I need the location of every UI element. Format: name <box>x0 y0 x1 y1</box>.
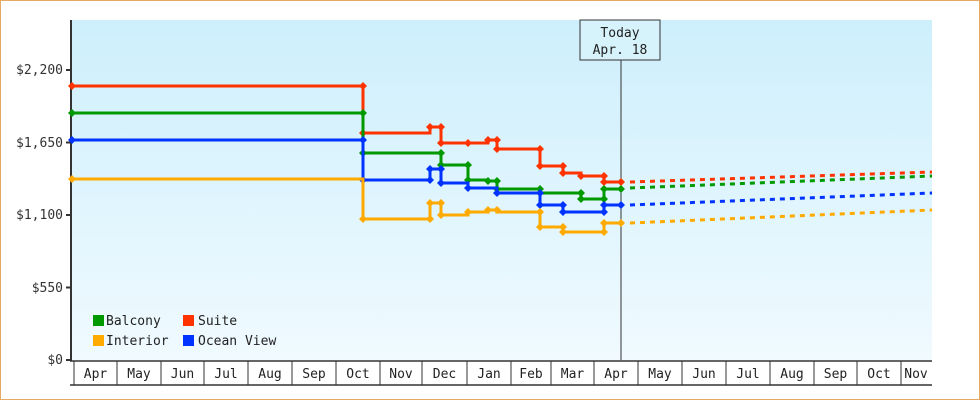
x-tick-label: Apr <box>84 367 108 382</box>
today-date: Apr. 18 <box>593 43 648 58</box>
x-tick-label: Nov <box>904 367 928 382</box>
legend-label: Interior <box>106 334 169 349</box>
x-tick-label: Jul <box>736 367 759 382</box>
legend-swatch-icon <box>93 335 104 346</box>
legend-swatch-icon <box>183 315 194 326</box>
x-tick-label: Jan <box>477 367 500 382</box>
y-tick-label: $1,100 <box>16 208 63 223</box>
y-axis-ticks: $0 $550 $1,100 $1,650 $2,200 <box>16 63 72 368</box>
legend-swatch-icon <box>93 315 104 326</box>
x-tick-label: Aug <box>780 367 803 382</box>
y-tick-label: $2,200 <box>16 63 63 78</box>
legend-label: Suite <box>198 314 237 329</box>
legend-item-balcony[interactable]: Balcony <box>93 314 161 329</box>
x-tick-label: Oct <box>346 367 369 382</box>
series-ocean-view <box>68 136 933 216</box>
x-tick-label: Aug <box>258 367 281 382</box>
legend-item-interior[interactable]: Interior <box>93 334 169 349</box>
x-tick-label: Jul <box>214 367 237 382</box>
legend-label: Ocean View <box>198 334 276 349</box>
series-suite <box>68 82 933 186</box>
x-tick-label: May <box>648 367 672 382</box>
x-tick-label: Apr <box>604 367 628 382</box>
y-tick-label: $1,650 <box>16 136 63 151</box>
today-marker: Today Apr. 18 <box>579 19 661 360</box>
legend-swatch-icon <box>183 335 194 346</box>
x-tick-label: Sep <box>302 367 326 382</box>
x-tick-label: Sep <box>824 367 848 382</box>
x-tick-label: Mar <box>561 367 585 382</box>
x-tick-label: Dec <box>433 367 456 382</box>
x-tick-label: Nov <box>389 367 413 382</box>
x-tick-label: May <box>127 367 151 382</box>
legend: Balcony Suite Interior Ocean View <box>93 314 276 349</box>
legend-item-suite[interactable]: Suite <box>183 314 237 329</box>
legend-label: Balcony <box>106 314 161 329</box>
y-tick-label: $550 <box>32 281 63 296</box>
x-tick-label: Oct <box>867 367 890 382</box>
x-tick-label: Jun <box>171 367 194 382</box>
x-tick-label: Jun <box>692 367 715 382</box>
legend-item-ocean-view[interactable]: Ocean View <box>183 334 276 349</box>
x-axis-months: Apr May Jun Jul Aug Sep Oct Nov Dec Jan … <box>70 360 932 386</box>
series-interior <box>68 175 933 236</box>
x-tick-label: Feb <box>519 367 543 382</box>
today-label: Today <box>600 26 639 41</box>
y-tick-label: $0 <box>47 353 63 368</box>
